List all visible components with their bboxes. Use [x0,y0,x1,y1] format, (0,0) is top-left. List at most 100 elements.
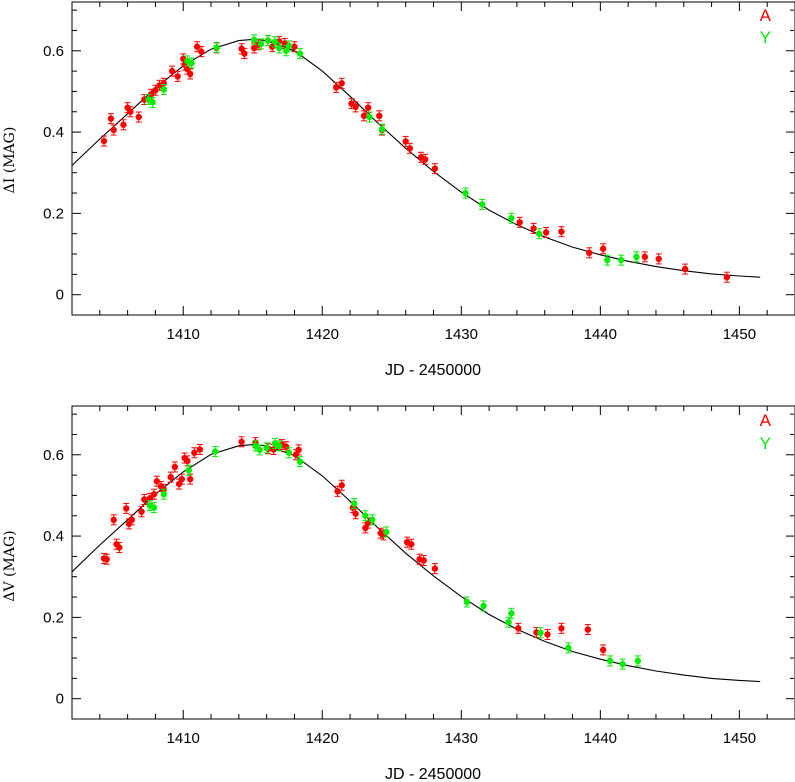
data-point-y [505,616,512,628]
marker [256,446,263,454]
data-point-a [196,443,204,455]
data-point-y [619,658,626,670]
data-point-y [362,510,369,522]
marker [332,84,340,91]
data-point-a [431,563,439,575]
data-point-a [174,70,181,82]
data-point-a [238,436,245,448]
marker [213,44,220,51]
y-axis-label: ΔI (MAG) [2,127,18,194]
data-point-y [264,35,272,47]
panel-delta-v: 1410 1420 1430 1440 1450 0 0.2 0.4 0.6 JD - 2450… [2,405,795,782]
data-point-a [586,247,593,259]
x-tick-label: 1450 [723,326,756,343]
marker [542,229,550,236]
data-point-a [186,68,194,80]
marker [338,80,345,87]
marker [366,113,373,121]
marker [263,444,270,452]
data-point-y [257,38,265,50]
data-point-a [291,41,298,53]
data-point-y [383,526,390,538]
marker [334,488,341,495]
marker [296,458,304,465]
data-point-a [186,473,194,485]
data-point-a [334,485,341,497]
marker [537,629,544,637]
marker [291,43,298,50]
marker [295,446,302,454]
marker [174,73,181,80]
x-tick-label: 1410 [167,326,200,343]
data-point-a [184,455,191,467]
marker [238,438,245,445]
data-point-a [360,110,368,122]
marker [516,219,523,226]
marker [146,495,154,502]
data-point-a [641,251,649,263]
marker [618,256,625,264]
y-tick-label: 0.2 [43,609,64,626]
marker [480,602,487,610]
data-point-a [584,624,592,636]
marker [378,126,386,133]
data-point-y [351,498,358,510]
data-point-a [178,473,186,485]
data-point-a [599,644,607,656]
marker [167,473,174,481]
y-tick-label: 0.4 [43,528,64,545]
marker [681,265,689,273]
data-point-y [604,254,611,266]
data-point-y [369,514,376,526]
x-tick-label: 1410 [167,730,200,747]
data-point-a [431,163,439,175]
data-point-a [421,153,429,165]
marker [478,201,486,208]
marker [257,40,265,48]
x-tick-label: 1420 [306,730,339,747]
marker [544,631,551,638]
marker [110,516,117,524]
data-point-y [285,447,293,459]
y-tick-label: 0.6 [43,447,64,464]
data-point-y [633,251,640,263]
data-point-y [378,123,386,135]
x-tick-label: 1420 [306,326,339,343]
data-point-y [508,607,515,619]
marker [123,505,130,512]
panel-delta-i: 1410 1420 1430 1440 1450 0 0.2 0.4 0.6 JD - 2450… [2,1,795,379]
data-point-y [275,42,283,54]
data-point-a [138,506,145,518]
marker [351,500,358,507]
legend-entry-a: A [760,411,772,430]
data-point-a [128,514,135,526]
data-point-y [565,642,572,654]
y-tick-label: 0 [56,287,64,304]
data-point-a [120,119,127,131]
data-point-a [530,222,537,234]
data-point-a [116,541,123,553]
data-point-y [618,254,625,266]
data-point-y [160,488,167,500]
marker [421,156,429,163]
marker [352,103,359,111]
marker [619,660,626,668]
data-point-a [723,271,731,283]
data-point-y [480,600,487,612]
data-point-y [463,596,471,608]
y-tick-label: 0 [56,691,64,708]
y-tick-label: 0.2 [43,205,64,222]
data-point-y [213,42,220,54]
marker [141,496,148,503]
marker [171,463,179,471]
marker [128,516,135,524]
marker [275,442,283,450]
data-point-y [296,456,304,468]
marker [535,230,543,237]
marker [264,37,272,44]
marker [178,475,186,483]
legend-entry-y: Y [760,434,771,453]
data-point-y [296,48,304,60]
data-point-y [256,444,263,456]
